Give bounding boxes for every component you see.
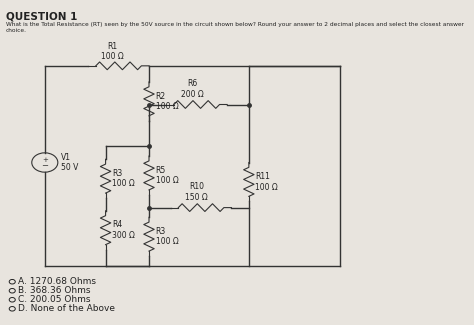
Text: D. None of the Above: D. None of the Above (18, 304, 115, 313)
Text: +: + (42, 157, 48, 163)
Text: R1
100 Ω: R1 100 Ω (100, 42, 123, 61)
Text: −: − (41, 161, 48, 170)
Text: V1
50 V: V1 50 V (61, 153, 79, 172)
Text: R3
100 Ω: R3 100 Ω (155, 227, 178, 246)
Text: R5
100 Ω: R5 100 Ω (155, 166, 178, 185)
Text: R10
150 Ω: R10 150 Ω (185, 182, 208, 202)
Text: QUESTION 1: QUESTION 1 (6, 11, 77, 21)
Text: What is the Total Resistance (RT) seen by the 50V source in the circuit shown be: What is the Total Resistance (RT) seen b… (6, 22, 464, 33)
Text: R3
100 Ω: R3 100 Ω (112, 169, 135, 188)
Text: C. 200.05 Ohms: C. 200.05 Ohms (18, 295, 91, 304)
Text: A. 1270.68 Ohms: A. 1270.68 Ohms (18, 277, 96, 286)
Text: R6
200 Ω: R6 200 Ω (181, 79, 204, 99)
Text: R11
100 Ω: R11 100 Ω (255, 172, 278, 191)
Text: R4
300 Ω: R4 300 Ω (112, 220, 135, 240)
Text: B. 368.36 Ohms: B. 368.36 Ohms (18, 286, 91, 295)
Text: R2
100 Ω: R2 100 Ω (155, 92, 178, 111)
